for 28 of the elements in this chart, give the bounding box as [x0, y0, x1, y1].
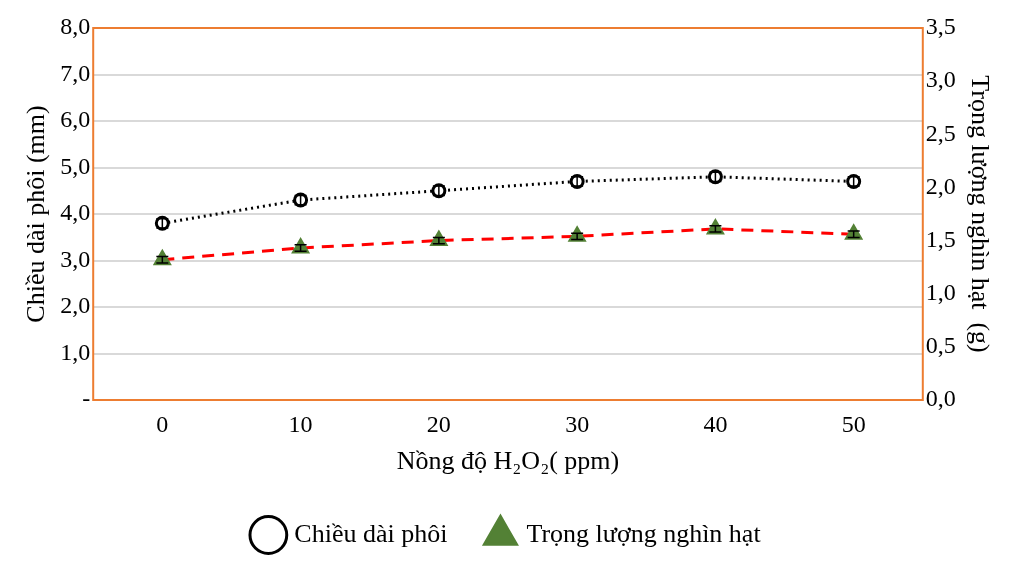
x-tick-label: 20	[426, 410, 451, 437]
legend-label: Trọng lượng nghìn hạt	[526, 518, 762, 548]
y2-tick-label: 0,0	[925, 385, 956, 412]
y2-tick-label: 1,0	[925, 279, 956, 306]
y2-tick-label: 2,5	[925, 119, 956, 146]
y2-tick-label: 3,0	[925, 66, 956, 93]
x-tick-label: 30	[565, 410, 590, 437]
y2-tick-label: 1,5	[925, 225, 956, 252]
y-tick-label: 4,0	[60, 199, 91, 226]
y-axis-title: Chiều dài phôi (mm)	[21, 105, 51, 323]
y2-tick-label: 2,0	[925, 172, 956, 199]
y2-tick-label: 0,5	[925, 332, 956, 359]
y-tick-label: -	[82, 385, 91, 412]
x-tick-label: 10	[288, 410, 313, 437]
y-tick-label: 8,0	[60, 13, 91, 40]
x-tick-label: 0	[156, 410, 169, 437]
legend-label: Chiều dài phôi	[294, 518, 448, 548]
y-tick-label: 5,0	[60, 152, 91, 179]
y-tick-label: 7,0	[60, 59, 91, 86]
x-axis-title: Nồng độ H₂O₂( ppm)	[396, 446, 620, 476]
y-tick-label: 6,0	[60, 106, 91, 133]
y-tick-label: 1,0	[60, 338, 91, 365]
x-tick-label: 50	[841, 410, 866, 437]
y2-axis-title: Trọng lượng nghìn hạt (g)	[965, 75, 995, 353]
x-tick-label: 40	[703, 410, 728, 437]
y-tick-label: 2,0	[60, 292, 91, 319]
y-tick-label: 3,0	[60, 245, 91, 272]
y2-tick-label: 3,5	[925, 13, 956, 40]
